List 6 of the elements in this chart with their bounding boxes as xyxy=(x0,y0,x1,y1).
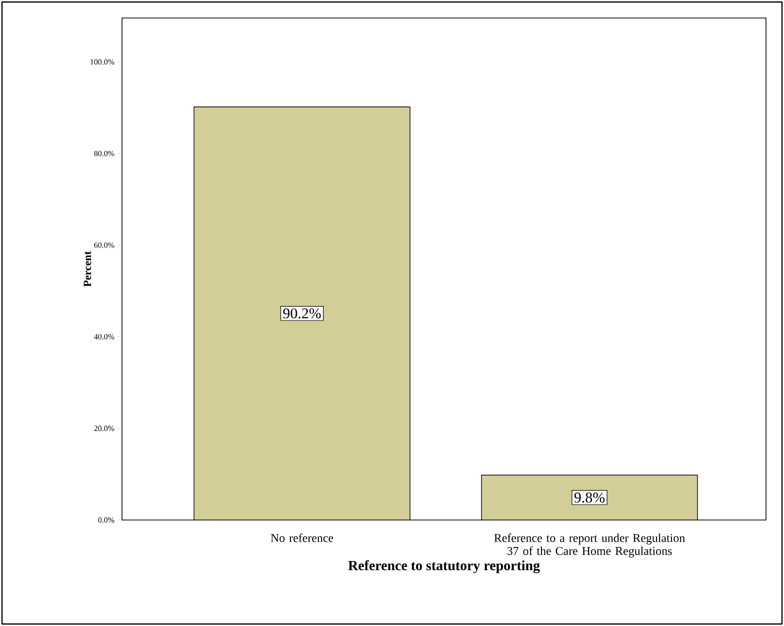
data-label: 90.2% xyxy=(283,308,321,318)
x-tick-label: No reference xyxy=(270,534,334,542)
x-tick-label: Reference to a report under Regulation 37 of the Care Home Regulations xyxy=(494,534,685,558)
data-label: 9.8% xyxy=(574,492,605,503)
x-axis-title: Reference to statutory reporting xyxy=(348,560,540,574)
y-axis-title: Percent xyxy=(84,251,92,287)
